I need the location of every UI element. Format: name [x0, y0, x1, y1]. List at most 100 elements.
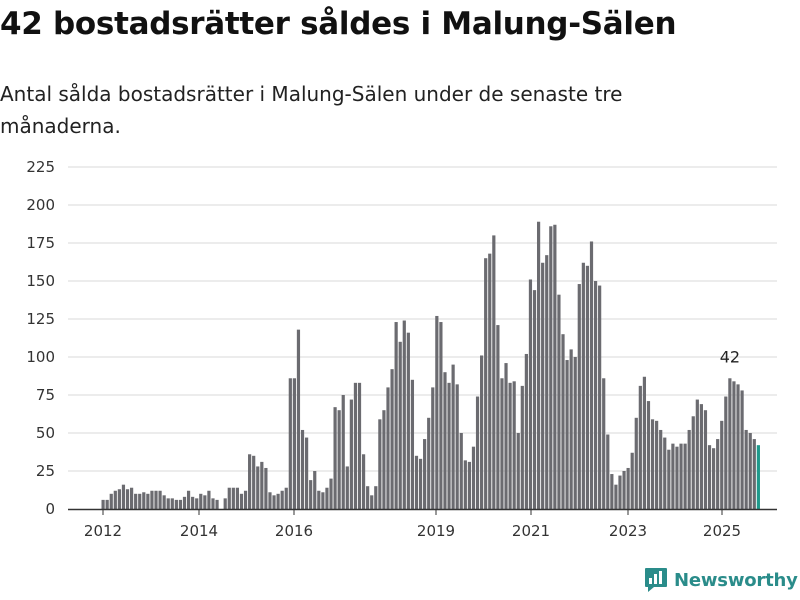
x-tick-label: 2023: [609, 522, 647, 540]
bar: [366, 486, 370, 509]
y-tick-label: 125: [26, 310, 55, 328]
bar: [642, 376, 647, 509]
bar: [374, 486, 378, 509]
bar: [528, 279, 533, 509]
bar: [317, 490, 321, 509]
bar: [158, 490, 162, 509]
bar: [109, 493, 113, 509]
x-tick-label: 2016: [275, 522, 313, 540]
bar: [321, 492, 325, 509]
bar: [353, 382, 358, 509]
y-tick-label: 25: [36, 462, 55, 480]
brand-logo[interactable]: Newsworthy: [644, 567, 798, 593]
bar: [545, 255, 549, 509]
y-tick-label: 0: [45, 500, 55, 518]
bar: [598, 285, 602, 509]
bar: [724, 396, 728, 509]
bar: [455, 384, 459, 509]
bar: [105, 499, 109, 509]
bar: [687, 429, 691, 509]
bar: [699, 404, 703, 509]
bar: [252, 455, 256, 509]
bar: [227, 487, 231, 509]
bar: [276, 493, 280, 509]
bar: [728, 378, 732, 509]
bar: [195, 498, 199, 509]
bar: [520, 385, 524, 509]
bar: [451, 364, 455, 509]
bar: [508, 382, 512, 509]
bar: [235, 487, 240, 509]
bar: [423, 439, 427, 509]
bar: [655, 420, 659, 509]
bar: [565, 360, 569, 509]
bar: [630, 452, 634, 509]
bar: [557, 294, 561, 509]
bar: [471, 446, 476, 509]
bar: [443, 372, 447, 509]
bar: [150, 490, 154, 509]
bar: [398, 341, 402, 509]
bar: [650, 419, 655, 509]
bar: [260, 461, 264, 509]
bar: [492, 235, 496, 509]
bar: [610, 474, 614, 509]
bar: [170, 498, 174, 509]
bar: [142, 492, 146, 509]
bar: [248, 454, 252, 509]
bar: [569, 349, 573, 509]
bar: [748, 433, 752, 509]
bar: [239, 493, 244, 509]
newsworthy-logo-icon: [645, 568, 667, 592]
bar: [618, 475, 622, 509]
bar: [223, 498, 227, 509]
bar: [679, 443, 683, 509]
bar: [134, 493, 138, 509]
bar: [418, 458, 423, 509]
bar: [614, 484, 618, 509]
bar: [622, 471, 626, 509]
bar: [390, 369, 394, 509]
bar: [703, 410, 708, 509]
bar: [561, 334, 565, 509]
bar: [162, 495, 166, 509]
bar: [305, 437, 309, 509]
bar: [744, 429, 748, 509]
bar: [496, 325, 500, 509]
bar: [280, 490, 284, 509]
x-tick-label: 2025: [703, 522, 741, 540]
bar: [524, 353, 528, 509]
bar: [626, 467, 630, 509]
bar: [357, 382, 362, 509]
bar: [138, 493, 142, 509]
bar: [154, 490, 158, 509]
bar: [756, 445, 760, 509]
bar: [683, 443, 687, 509]
y-tick-label: 50: [36, 424, 55, 442]
bar: [333, 407, 337, 509]
page-title: 42 bostadsrätter såldes i Malung-Sälen: [0, 6, 677, 42]
y-tick-label: 225: [26, 158, 55, 176]
bar: [663, 437, 667, 509]
bar: [199, 493, 203, 509]
bar: [406, 332, 410, 509]
bar: [581, 262, 585, 509]
bar: [732, 381, 736, 509]
bar: [329, 478, 333, 509]
bar: [695, 399, 699, 509]
bar: [589, 241, 594, 509]
y-tick-label: 200: [26, 196, 55, 214]
chart-subtitle: Antal sålda bostadsrätter i Malung-Sälen…: [0, 82, 623, 138]
bar: [178, 499, 183, 509]
bar: [720, 420, 724, 509]
x-tick-label: 2014: [180, 522, 218, 540]
bar: [117, 489, 121, 509]
bar: [382, 410, 386, 509]
bar: [272, 495, 276, 509]
bar: [480, 355, 484, 509]
bar: [553, 224, 557, 509]
bar: [536, 221, 541, 509]
bar: [467, 461, 471, 509]
bar: [410, 379, 415, 509]
